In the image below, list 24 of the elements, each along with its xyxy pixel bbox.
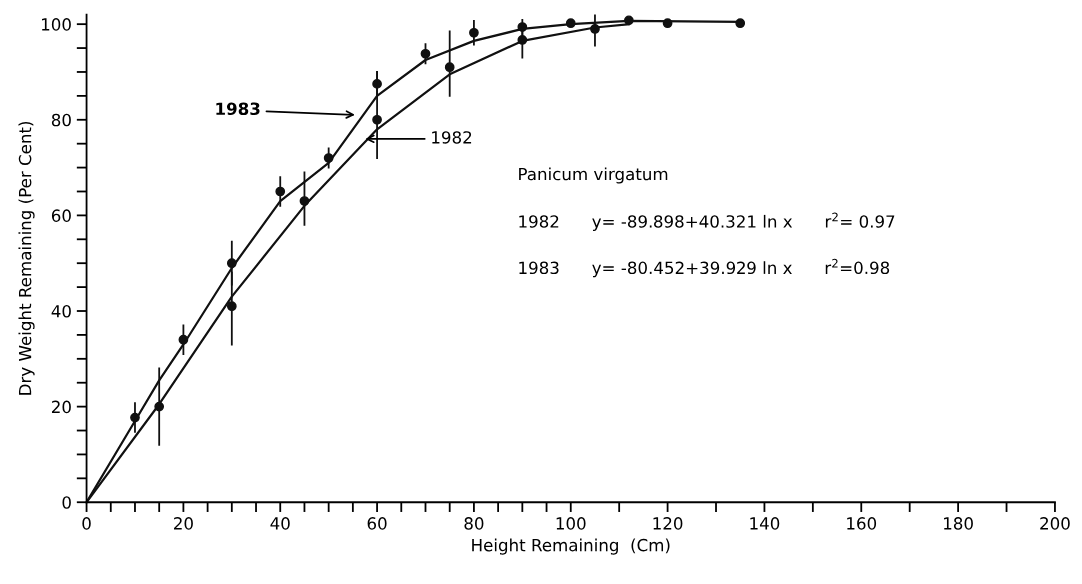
y-tick-label: 100 <box>41 18 71 31</box>
y-tick-label: 20 <box>51 400 71 414</box>
x-tick-label: 0 <box>82 517 91 530</box>
x-tick-label: 140 <box>750 517 780 530</box>
x-axis-title: Height Remaining (Cm) <box>472 538 670 555</box>
annotation: 1982 y= -89.898+40.321 ln x r$^{2}$= 0.97 <box>519 212 895 232</box>
annotation: 1982 <box>432 131 472 144</box>
x-tick-label: 180 <box>944 517 973 530</box>
x-tick-label: 160 <box>847 517 877 530</box>
x-tick-label: 100 <box>556 517 586 530</box>
x-tick-label: 20 <box>174 517 193 530</box>
x-tick-label: 200 <box>1040 517 1070 530</box>
annotation: 1983 <box>216 102 260 116</box>
annotation: 1983 y= -80.452+39.929 ln x r$^{2}$=0.98 <box>519 258 890 278</box>
y-tick-label: 40 <box>51 304 71 318</box>
annotation: Panicum virgatum <box>519 167 668 184</box>
y-tick-label: 0 <box>62 496 71 509</box>
y-axis-title: Dry Weight Remaining (Per Cent) <box>18 121 35 395</box>
y-tick-label: 80 <box>51 113 71 127</box>
x-tick-label: 60 <box>367 517 387 530</box>
x-tick-label: 80 <box>464 517 484 530</box>
x-tick-label: 120 <box>653 517 683 530</box>
y-tick-label: 60 <box>51 209 71 222</box>
x-tick-label: 40 <box>270 517 290 530</box>
